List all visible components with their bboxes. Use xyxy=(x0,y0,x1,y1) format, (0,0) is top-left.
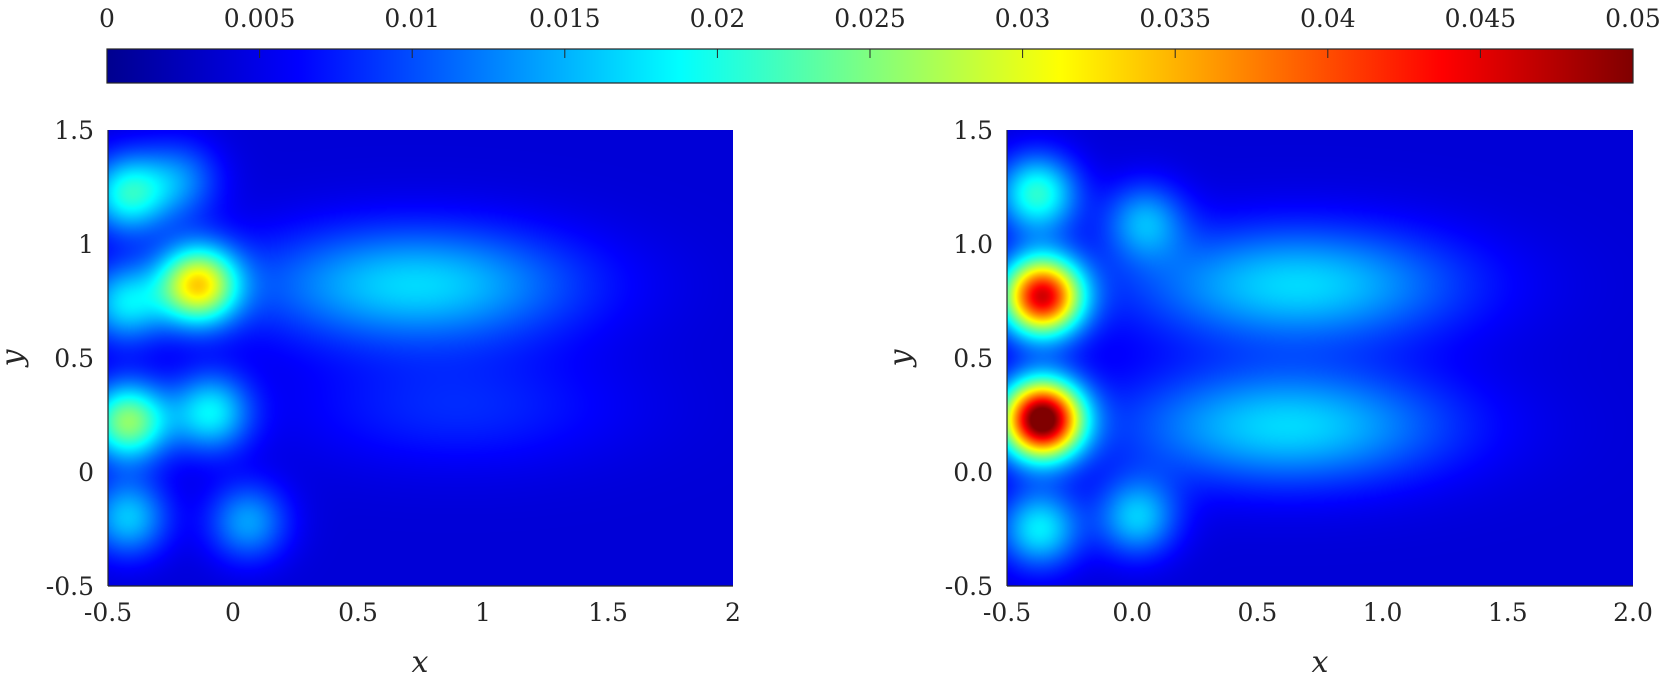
left-panel: -0.5 0 0.5 1 1.5 2 -0.5 0 0.5 1 1.5 x y xyxy=(0,116,741,676)
colorbar-tick-label: 0.01 xyxy=(384,4,440,33)
colorbar-tick-labels: 0 0.005 0.01 0.015 0.02 0.025 0.03 0.035 0.04 0.0… xyxy=(99,4,1661,33)
colorbar-tick-label: 0.025 xyxy=(834,4,906,33)
colorbar-tick-label: 0.015 xyxy=(529,4,601,33)
colorbar-tick-label: 0 xyxy=(99,4,115,33)
y-tick-label: 1.5 xyxy=(953,116,993,145)
colorbar-tick-label: 0.045 xyxy=(1445,4,1517,33)
x-tick-label: 1.5 xyxy=(1488,598,1528,627)
colorbar: 0 0.005 0.01 0.015 0.02 0.025 0.03 0.035 0.04 0.0… xyxy=(99,4,1661,84)
y-tick-label: 0.5 xyxy=(953,344,993,373)
right-panel: -0.5 0.0 0.5 1.0 1.5 2.0 -0.5 0.0 0.5 1.0 1.5 x y xyxy=(883,116,1653,676)
left-y-tick-labels: -0.5 0 0.5 1 1.5 xyxy=(46,116,94,601)
left-heatmap xyxy=(108,130,733,586)
right-y-tick-labels: -0.5 0.0 0.5 1.0 1.5 xyxy=(945,116,993,601)
y-tick-label: 1.5 xyxy=(54,116,94,145)
y-tick-label: 0 xyxy=(78,458,94,487)
right-x-tick-labels: -0.5 0.0 0.5 1.0 1.5 2.0 xyxy=(983,598,1653,627)
y-tick-label: 1 xyxy=(78,230,94,259)
x-tick-label: -0.5 xyxy=(84,598,132,627)
colorbar-tick-label: 0.05 xyxy=(1605,4,1661,33)
y-tick-label: 0.5 xyxy=(54,344,94,373)
colorbar-tick-label: 0.02 xyxy=(690,4,746,33)
right-heatmap xyxy=(1007,130,1633,586)
colorbar-tick-label: 0.03 xyxy=(995,4,1051,33)
left-y-axis-label: y xyxy=(0,348,30,368)
colorbar-tick-label: 0.04 xyxy=(1300,4,1356,33)
left-x-tick-labels: -0.5 0 0.5 1 1.5 2 xyxy=(84,598,741,627)
x-tick-label: 2.0 xyxy=(1613,598,1653,627)
colorbar-tick-label: 0.005 xyxy=(224,4,296,33)
left-x-axis-label: x xyxy=(412,645,429,676)
x-tick-label: 2 xyxy=(725,598,741,627)
y-tick-label: 1.0 xyxy=(953,230,993,259)
x-tick-label: 0.5 xyxy=(1238,598,1278,627)
x-tick-label: 1 xyxy=(475,598,491,627)
right-y-axis-label: y xyxy=(883,348,918,368)
colorbar-ticks xyxy=(106,49,1634,58)
y-tick-label: -0.5 xyxy=(945,572,993,601)
x-tick-label: 0 xyxy=(225,598,241,627)
y-tick-label: -0.5 xyxy=(46,572,94,601)
colorbar-tick-label: 0.035 xyxy=(1139,4,1211,33)
y-tick-label: 0.0 xyxy=(953,458,993,487)
x-tick-label: 0.0 xyxy=(1112,598,1152,627)
x-tick-label: 1.0 xyxy=(1363,598,1403,627)
x-tick-label: -0.5 xyxy=(983,598,1031,627)
right-x-axis-label: x xyxy=(1312,645,1329,676)
x-tick-label: 1.5 xyxy=(588,598,628,627)
x-tick-label: 0.5 xyxy=(338,598,378,627)
